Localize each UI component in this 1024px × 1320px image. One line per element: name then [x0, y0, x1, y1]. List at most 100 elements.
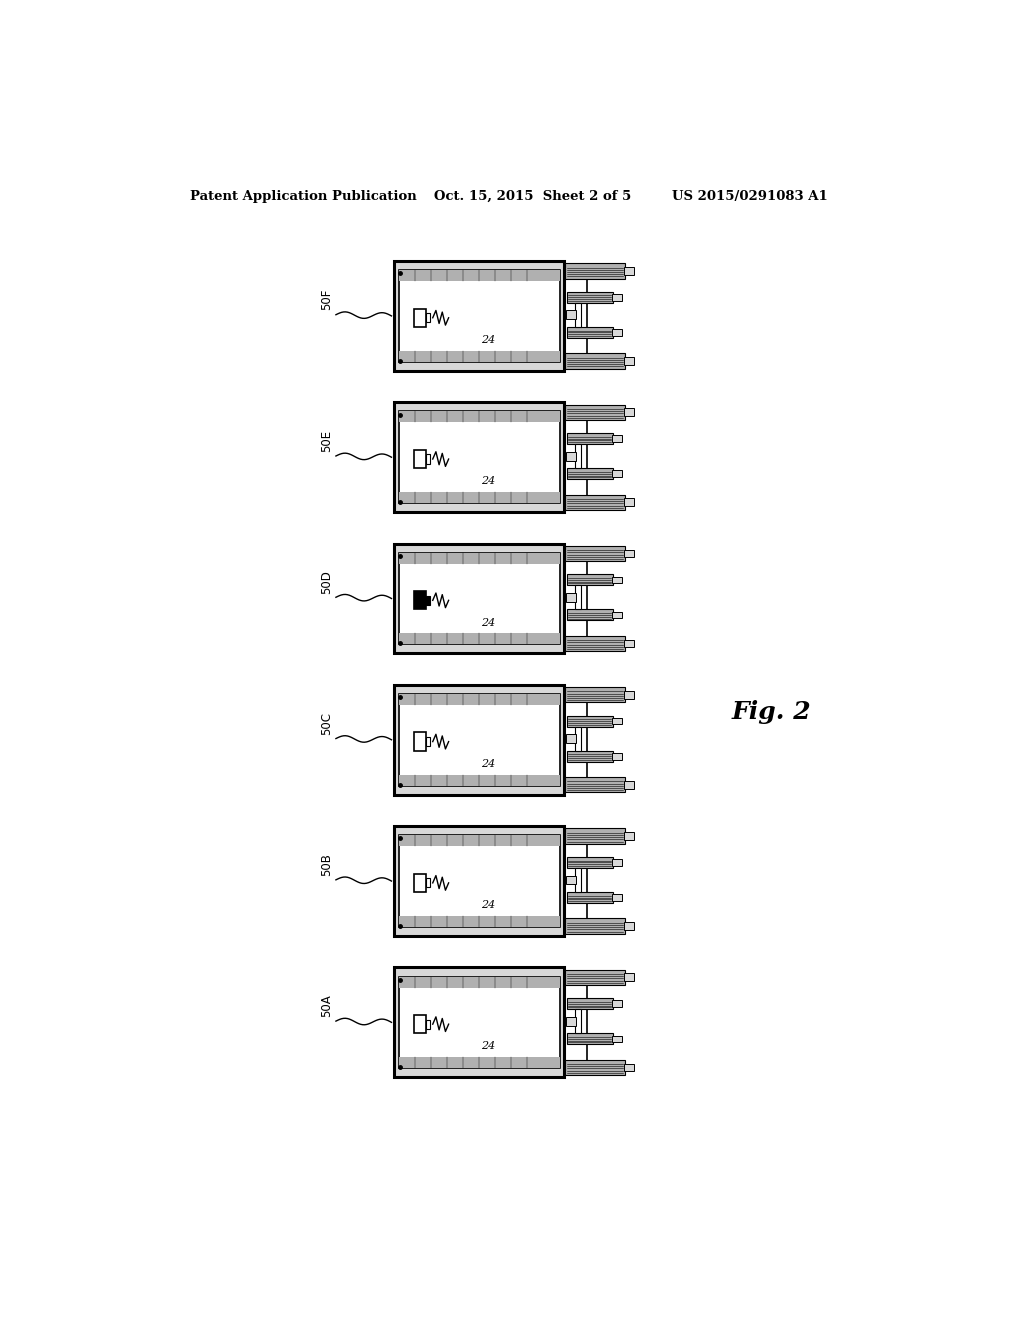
FancyBboxPatch shape	[567, 1034, 613, 1044]
FancyBboxPatch shape	[398, 492, 560, 503]
FancyBboxPatch shape	[624, 1064, 634, 1072]
FancyBboxPatch shape	[612, 470, 622, 477]
FancyBboxPatch shape	[566, 1016, 577, 1026]
FancyBboxPatch shape	[565, 545, 625, 561]
Text: 50D: 50D	[319, 570, 333, 594]
FancyBboxPatch shape	[565, 1060, 625, 1074]
FancyBboxPatch shape	[624, 267, 634, 275]
FancyBboxPatch shape	[566, 875, 577, 884]
FancyBboxPatch shape	[565, 688, 625, 702]
Text: 50A: 50A	[319, 994, 333, 1018]
FancyBboxPatch shape	[624, 923, 634, 929]
Text: 50E: 50E	[319, 430, 333, 451]
FancyBboxPatch shape	[398, 271, 560, 362]
FancyBboxPatch shape	[565, 970, 625, 985]
FancyBboxPatch shape	[624, 832, 634, 840]
FancyBboxPatch shape	[574, 1010, 582, 1034]
FancyBboxPatch shape	[398, 412, 560, 503]
FancyBboxPatch shape	[398, 836, 560, 846]
FancyBboxPatch shape	[426, 737, 430, 746]
FancyBboxPatch shape	[624, 690, 634, 698]
FancyBboxPatch shape	[394, 261, 564, 371]
FancyBboxPatch shape	[394, 403, 564, 512]
FancyBboxPatch shape	[612, 577, 622, 583]
FancyBboxPatch shape	[394, 826, 564, 936]
FancyBboxPatch shape	[426, 313, 430, 322]
Text: 50C: 50C	[319, 711, 333, 735]
Text: US 2015/0291083 A1: US 2015/0291083 A1	[672, 190, 827, 202]
FancyBboxPatch shape	[574, 726, 582, 751]
FancyBboxPatch shape	[565, 636, 625, 651]
FancyBboxPatch shape	[624, 499, 634, 506]
FancyBboxPatch shape	[612, 611, 622, 618]
FancyBboxPatch shape	[612, 294, 622, 301]
FancyBboxPatch shape	[567, 327, 613, 338]
FancyBboxPatch shape	[398, 634, 560, 644]
FancyBboxPatch shape	[398, 775, 560, 785]
FancyBboxPatch shape	[414, 591, 426, 610]
FancyBboxPatch shape	[624, 973, 634, 981]
FancyBboxPatch shape	[574, 867, 582, 892]
FancyBboxPatch shape	[398, 916, 560, 927]
FancyBboxPatch shape	[566, 310, 577, 319]
FancyBboxPatch shape	[398, 553, 560, 564]
FancyBboxPatch shape	[574, 444, 582, 469]
FancyBboxPatch shape	[426, 454, 430, 463]
FancyBboxPatch shape	[398, 836, 560, 927]
Text: 24: 24	[481, 477, 496, 486]
FancyBboxPatch shape	[612, 718, 622, 725]
FancyBboxPatch shape	[426, 878, 430, 887]
Text: Fig. 2: Fig. 2	[731, 701, 811, 725]
FancyBboxPatch shape	[624, 549, 634, 557]
FancyBboxPatch shape	[612, 1035, 622, 1041]
FancyBboxPatch shape	[414, 309, 426, 327]
FancyBboxPatch shape	[398, 412, 560, 422]
FancyBboxPatch shape	[398, 553, 560, 644]
FancyBboxPatch shape	[394, 685, 564, 795]
FancyBboxPatch shape	[426, 1019, 430, 1028]
FancyBboxPatch shape	[574, 585, 582, 610]
FancyBboxPatch shape	[394, 544, 564, 653]
FancyBboxPatch shape	[567, 998, 613, 1010]
FancyBboxPatch shape	[398, 977, 560, 987]
Text: 50F: 50F	[319, 289, 333, 310]
FancyBboxPatch shape	[566, 734, 577, 743]
Text: Patent Application Publication: Patent Application Publication	[189, 190, 417, 202]
Text: 24: 24	[481, 900, 496, 911]
FancyBboxPatch shape	[398, 1057, 560, 1068]
FancyBboxPatch shape	[574, 302, 582, 327]
FancyBboxPatch shape	[565, 919, 625, 933]
FancyBboxPatch shape	[566, 593, 577, 602]
FancyBboxPatch shape	[612, 859, 622, 866]
FancyBboxPatch shape	[394, 968, 564, 1077]
FancyBboxPatch shape	[624, 408, 634, 416]
FancyBboxPatch shape	[426, 595, 430, 605]
FancyBboxPatch shape	[624, 781, 634, 788]
FancyBboxPatch shape	[567, 610, 613, 620]
FancyBboxPatch shape	[414, 874, 426, 892]
FancyBboxPatch shape	[567, 469, 613, 479]
FancyBboxPatch shape	[567, 292, 613, 302]
FancyBboxPatch shape	[612, 1001, 622, 1007]
FancyBboxPatch shape	[612, 436, 622, 442]
FancyBboxPatch shape	[612, 329, 622, 335]
FancyBboxPatch shape	[624, 358, 634, 364]
FancyBboxPatch shape	[624, 640, 634, 647]
FancyBboxPatch shape	[612, 752, 622, 759]
FancyBboxPatch shape	[566, 451, 577, 461]
Text: Oct. 15, 2015  Sheet 2 of 5: Oct. 15, 2015 Sheet 2 of 5	[433, 190, 631, 202]
FancyBboxPatch shape	[565, 263, 625, 279]
Text: 24: 24	[481, 1041, 496, 1052]
FancyBboxPatch shape	[398, 694, 560, 705]
Text: 50B: 50B	[319, 853, 333, 876]
FancyBboxPatch shape	[567, 857, 613, 867]
FancyBboxPatch shape	[567, 751, 613, 762]
FancyBboxPatch shape	[565, 404, 625, 420]
Text: 24: 24	[481, 335, 496, 345]
FancyBboxPatch shape	[567, 433, 613, 444]
FancyBboxPatch shape	[398, 271, 560, 281]
FancyBboxPatch shape	[567, 574, 613, 585]
FancyBboxPatch shape	[398, 351, 560, 362]
Text: 24: 24	[481, 618, 496, 627]
FancyBboxPatch shape	[414, 450, 426, 469]
